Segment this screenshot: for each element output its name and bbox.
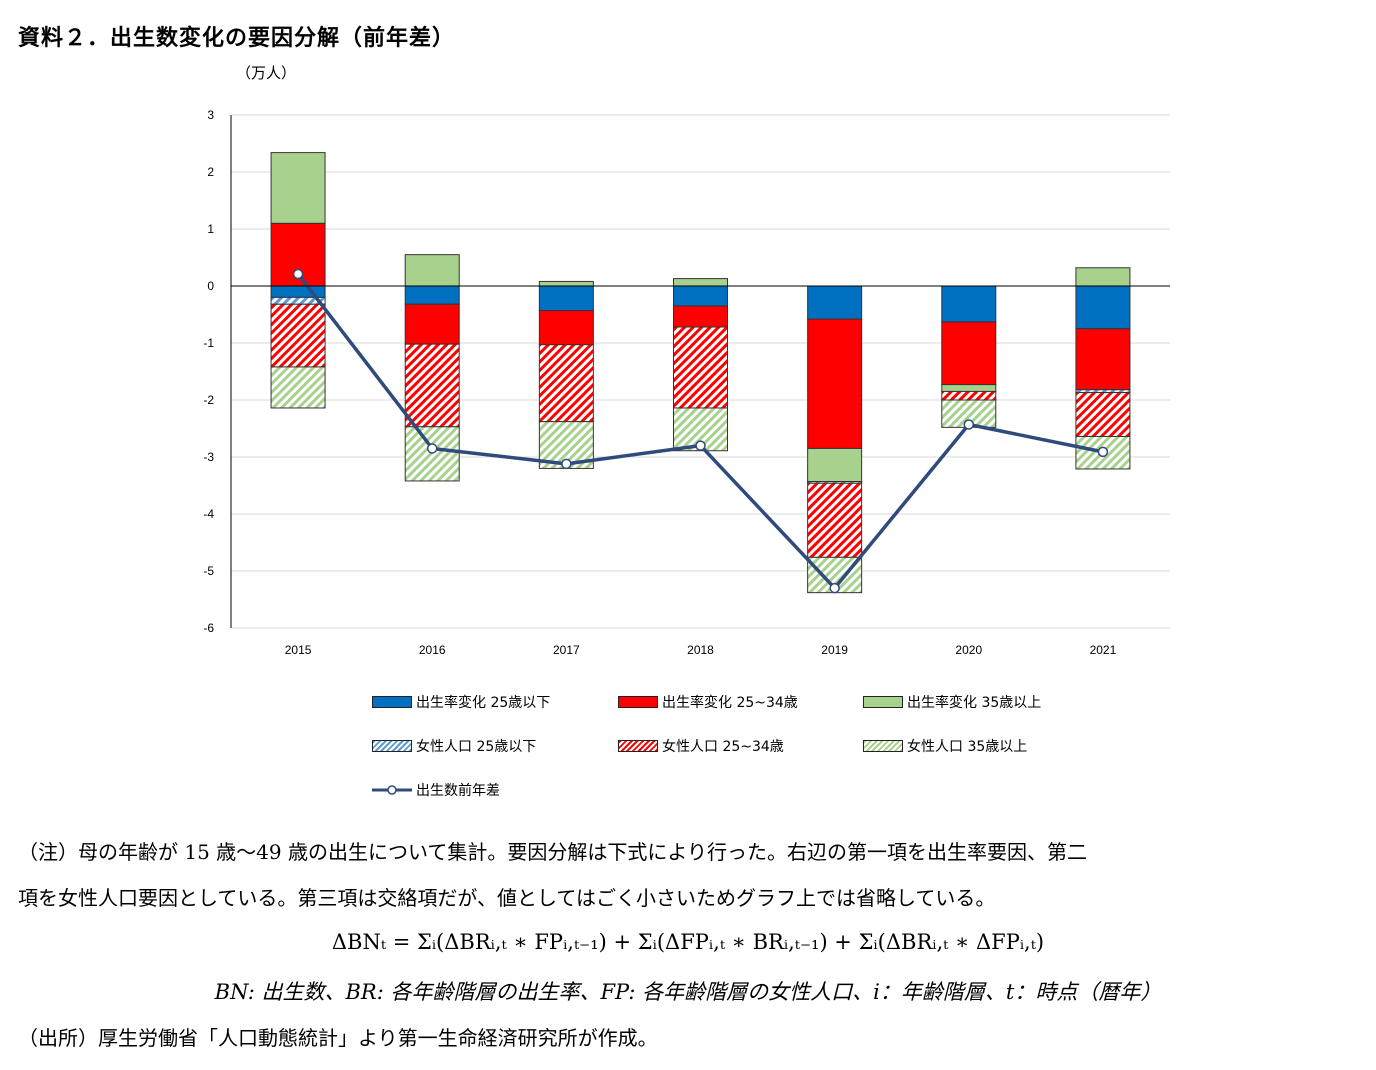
legend-item-women-under25: 女性人口 25歳以下: [372, 736, 536, 756]
legend-swatch: [863, 696, 903, 708]
bar-segment: [673, 326, 728, 409]
y-tick-label: -2: [203, 393, 214, 407]
legend-label: 出生率変化 25歳以下: [416, 695, 551, 711]
births-yoy-point: [695, 440, 706, 451]
births-yoy-point: [829, 582, 840, 594]
bar-segment: [404, 343, 460, 428]
legend-line-marker: [372, 785, 412, 795]
births-yoy-point: [426, 443, 438, 454]
legend-item-births-yoy: 出生数前年差: [372, 780, 500, 800]
bar-segment: [1075, 392, 1131, 437]
page-title: 資料２．出生数変化の要因分解（前年差）: [18, 26, 456, 51]
stacked-bar-chart: 3 2 1 0 -1 -2 -3 -4 -5 -6 2015 2016 2017 2018 2019 2020…: [203, 108, 1170, 657]
bar-segment: [673, 278, 728, 287]
bar-segment: [270, 303, 326, 368]
legend-label: 出生数前年差: [416, 783, 500, 799]
births-yoy-point: [963, 419, 975, 430]
legend-label: 女性人口 25歳以下: [416, 739, 537, 755]
bar-segment: [941, 285, 997, 323]
bar-segment: [1075, 285, 1131, 330]
bar-segment: [807, 556, 863, 594]
note-line-2: 項を女性人口要因としている。第三項は交絡項だが、値としてはごく小さいためグラフ上…: [18, 886, 996, 910]
bar-segment: [941, 384, 997, 392]
legend-label: 出生率変化 35歳以上: [907, 695, 1042, 711]
legend-swatch: [618, 696, 658, 708]
x-tick-label: 2017: [553, 643, 580, 657]
legend-swatch: [372, 740, 412, 752]
legend-item-women-25-34: 女性人口 25~34歳: [618, 736, 784, 756]
bar-segment: [270, 285, 326, 298]
births-yoy-point: [292, 268, 304, 280]
bar-segment: [807, 318, 863, 449]
y-tick-label: -1: [203, 336, 214, 350]
legend-label: 出生率変化 25~34歳: [662, 695, 798, 711]
bar-segment: [1075, 328, 1131, 391]
births-yoy-point: [561, 458, 572, 470]
bar-segment: [941, 321, 997, 386]
decomposition-formula: ΔBNₜ = Σᵢ(ΔBRᵢ,ₜ ∗ FPᵢ,ₜ₋₁) + Σᵢ(ΔFPᵢ,ₜ …: [331, 930, 1045, 954]
source-note: （出所）厚生労働省「人口動態統計」より第一生命経済研究所が作成。: [18, 1026, 658, 1050]
y-tick-label: 3: [207, 108, 214, 122]
y-tick-label: 1: [207, 222, 214, 236]
y-tick-label: -5: [203, 564, 214, 578]
bar-segment: [538, 344, 594, 423]
bar-segment: [404, 285, 460, 305]
bar-segment: [404, 426, 460, 482]
legend-item-birthrate-35plus: 出生率変化 35歳以上: [863, 692, 1041, 712]
x-tick-label: 2016: [419, 643, 446, 657]
y-tick-label: -6: [203, 621, 214, 635]
legend-swatch: [863, 740, 903, 752]
bar-segment: [1075, 267, 1131, 287]
bar-segment: [404, 303, 460, 345]
y-axis-unit-label: （万人）: [236, 64, 297, 82]
bar-segment: [941, 390, 997, 401]
variable-definitions: BN: 出生数、BR: 各年齢階層の出生率、FP: 各年齢階層の女性人口、i：年…: [214, 980, 1162, 1004]
x-tick-label: 2019: [821, 643, 848, 657]
y-tick-label: 0: [207, 279, 214, 293]
bar-segment: [538, 310, 594, 346]
bar-segment: [538, 285, 594, 312]
bar-segment: [673, 285, 728, 307]
legend-label: 女性人口 35歳以上: [907, 739, 1028, 755]
bar-segment: [807, 482, 863, 558]
y-tick-label: -3: [203, 450, 214, 464]
legend-swatch: [372, 696, 412, 708]
y-tick-label: 2: [207, 165, 214, 179]
legend-item-birthrate-25-34: 出生率変化 25~34歳: [618, 692, 798, 712]
x-tick-label: 2018: [687, 643, 714, 657]
bar-segment: [807, 447, 863, 483]
bar-segment: [404, 254, 460, 287]
legend-item-women-35plus: 女性人口 35歳以上: [863, 736, 1027, 756]
legend-item-birthrate-under25: 出生率変化 25歳以下: [372, 692, 550, 712]
legend-swatch: [618, 740, 658, 752]
bar-segment: [673, 305, 728, 328]
legend-label: 女性人口 25~34歳: [662, 739, 784, 755]
births-yoy-point: [1097, 446, 1109, 458]
x-tick-label: 2020: [955, 643, 982, 657]
bar-segment: [270, 152, 326, 224]
x-tick-label: 2021: [1090, 643, 1117, 657]
x-tick-label: 2015: [285, 643, 312, 657]
bar-segment: [807, 285, 863, 320]
bar-segment: [270, 366, 326, 409]
y-tick-label: -4: [203, 507, 214, 521]
bar-segment: [538, 280, 594, 287]
note-line-1: （注）母の年齢が 15 歳～49 歳の出生について集計。要因分解は下式により行っ…: [18, 840, 1087, 864]
